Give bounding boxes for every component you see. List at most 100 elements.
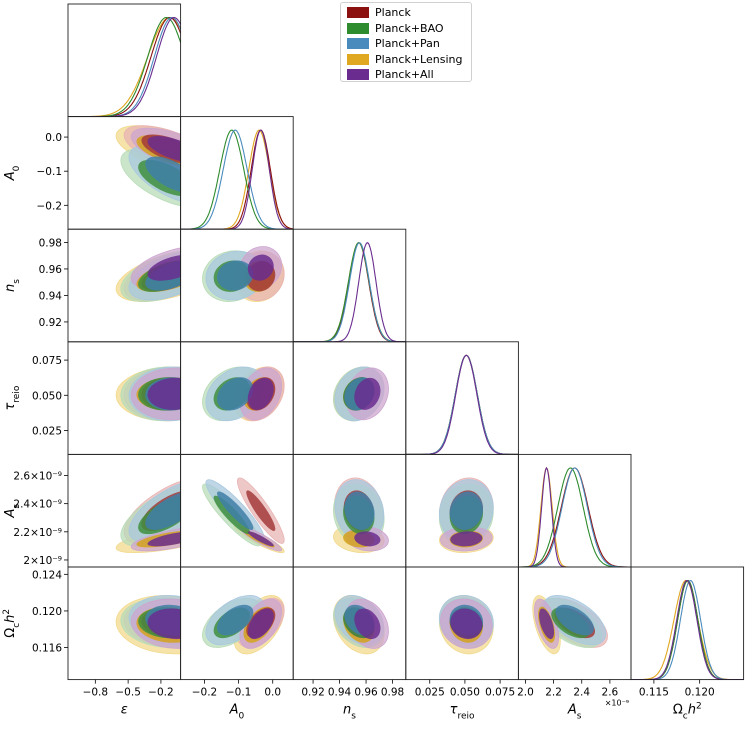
axis-label: A0 xyxy=(229,703,245,722)
marginal-curve xyxy=(180,129,294,230)
contour-ellipse xyxy=(449,491,484,530)
y-tick-label: 0.0 xyxy=(45,132,62,144)
legend-label: Planck+Pan xyxy=(375,37,440,51)
y-tick-label: 2.4×10⁻⁹ xyxy=(13,499,62,511)
x-tick-label: 0.94 xyxy=(328,687,352,699)
legend-item: Planck+BAO xyxy=(347,21,471,37)
y-tick-label: 2×10⁻⁹ xyxy=(23,555,62,567)
panel-eps-och2 xyxy=(115,595,181,655)
contour-ellipse xyxy=(450,531,483,547)
panel-eps-A0 xyxy=(115,125,181,208)
x-tick-label: 0.98 xyxy=(381,687,404,699)
marginal-curve xyxy=(405,354,519,455)
marginal-curve xyxy=(293,242,406,342)
y-tick-label: 0.94 xyxy=(39,290,63,302)
contour-ellipse xyxy=(145,491,181,530)
panel-eps-tau xyxy=(115,366,181,422)
legend-swatch-planck-pan xyxy=(347,38,369,50)
y-tick-label: 0.075 xyxy=(32,355,62,367)
contour-ellipse xyxy=(147,531,181,547)
panel-A0-As xyxy=(202,477,285,554)
legend: Planck Planck+BAO Planck+Pan Planck+Lens… xyxy=(340,2,472,82)
panel-frame xyxy=(630,566,745,681)
legend-item: Planck+All xyxy=(347,67,471,83)
marginal-curve xyxy=(518,466,631,567)
marginal-curve xyxy=(180,129,294,230)
contour-ellipse xyxy=(539,608,555,640)
legend-swatch-planck-lensing xyxy=(347,53,369,65)
panel-tau-As xyxy=(439,477,494,554)
panel-A0-och2 xyxy=(202,595,285,655)
legend-item: Planck+Pan xyxy=(347,36,471,52)
y-tick-label: 0.116 xyxy=(32,643,62,655)
marginal-curve xyxy=(518,467,631,567)
x-tick-label: −0.2 xyxy=(148,687,174,699)
y-tick-label: −0.1 xyxy=(37,166,63,178)
panel-eps-As xyxy=(115,477,181,554)
marginal-curve xyxy=(405,354,519,455)
marginal-curve xyxy=(631,580,744,680)
x-exponent-label: ×10⁻⁹ xyxy=(605,699,629,708)
contour-ellipse xyxy=(246,490,276,532)
contour-ellipse xyxy=(145,156,181,193)
axis-label: A0 xyxy=(3,165,22,181)
contour-ellipse xyxy=(147,136,181,162)
x-tick-label: 0.120 xyxy=(685,687,715,699)
y-tick-label: 2.6×10⁻⁹ xyxy=(13,471,62,483)
legend-label: Planck xyxy=(375,6,411,20)
marginal-curve xyxy=(180,129,294,230)
legend-item: Planck xyxy=(347,5,471,21)
panel-frame xyxy=(517,453,632,568)
y-tick-label: 0.92 xyxy=(39,317,62,329)
panel-eps-eps xyxy=(68,16,181,117)
panel-och2-och2 xyxy=(631,580,744,680)
axis-label: τreio xyxy=(3,385,22,410)
panel-frame xyxy=(292,228,407,343)
x-tick-label: 0.92 xyxy=(301,687,324,699)
marginal-curve xyxy=(518,466,631,567)
marginal-curve xyxy=(293,242,406,342)
marginal-curve xyxy=(293,242,406,342)
contour-ellipse xyxy=(344,491,375,530)
contour-ellipse xyxy=(147,377,181,410)
contour-ellipse xyxy=(217,491,254,530)
x-tick-label: 0.115 xyxy=(639,687,669,699)
axis-label: As xyxy=(567,703,582,722)
x-tick-label: 0.025 xyxy=(415,687,445,699)
x-tick-label: 0.0 xyxy=(264,687,281,699)
panel-As-As xyxy=(518,466,631,567)
axis-label: ε xyxy=(121,703,128,718)
legend-label: Planck+Lensing xyxy=(375,52,463,66)
axis-label: Ωch2 xyxy=(2,609,22,638)
marginal-curve xyxy=(293,242,406,342)
axis-label: As xyxy=(3,504,22,519)
panel-ns-ns xyxy=(293,242,406,342)
panel-tau-tau xyxy=(405,354,519,455)
contour-ellipse xyxy=(247,254,274,281)
x-tick-label: 2.2 xyxy=(545,687,562,699)
contour-ellipse xyxy=(354,608,381,640)
marginal-curve xyxy=(68,16,181,117)
legend-label: Planck+BAO xyxy=(375,21,444,35)
x-tick-label: 2.4 xyxy=(573,687,590,699)
marginal-curve xyxy=(631,580,744,680)
marginal-curve xyxy=(293,242,406,342)
contour-ellipse xyxy=(450,608,483,640)
marginal-curve xyxy=(405,354,519,455)
legend-swatch-planck-all xyxy=(347,69,369,81)
panel-A0-A0 xyxy=(180,129,294,230)
marginal-curve xyxy=(180,129,294,230)
axis-label: Ωch2 xyxy=(673,702,702,722)
marginal-curve xyxy=(631,580,744,680)
axis-label: ns xyxy=(3,279,22,292)
marginal-curve xyxy=(405,354,519,455)
y-tick-label: −0.2 xyxy=(37,200,63,212)
panel-ns-och2 xyxy=(333,595,389,655)
contour-ellipse xyxy=(354,531,381,547)
panel-ns-As xyxy=(333,477,389,554)
y-tick-label: 0.120 xyxy=(32,606,62,618)
axis-label: ns xyxy=(343,703,356,722)
contour-ellipse xyxy=(247,531,274,547)
x-tick-label: −0.8 xyxy=(83,687,109,699)
